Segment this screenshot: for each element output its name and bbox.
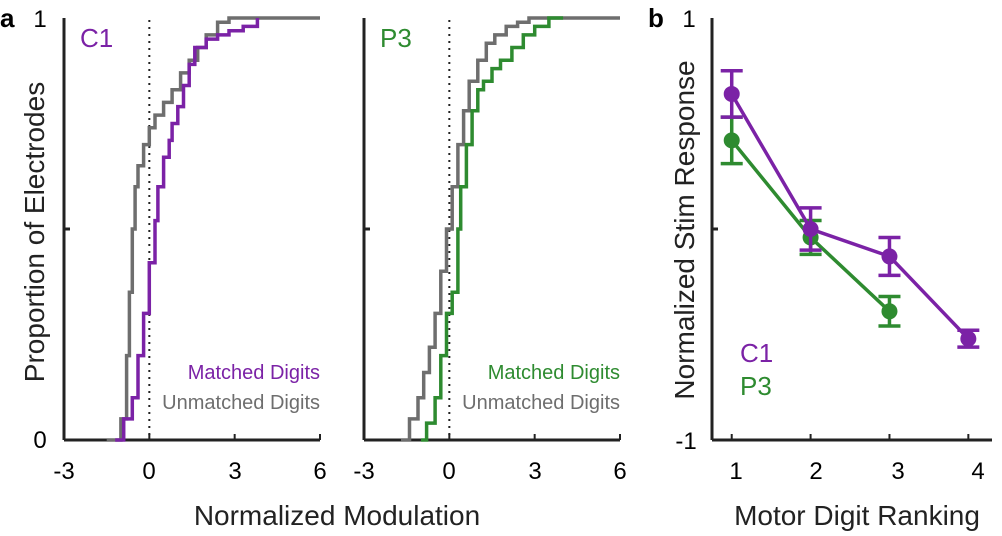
chart-b-ylabel: Normalized Stim Response	[669, 60, 700, 399]
chart-a-xlabel: Normalized Modulation	[194, 500, 480, 531]
chart-b-legend-p3: P3	[740, 371, 772, 401]
chart-b-ytick-1: 1	[682, 6, 695, 33]
chart-b-xtick-4: 4	[971, 458, 984, 485]
chart-c1-xtick-2: 3	[228, 458, 241, 485]
chart-c1-ytick-1: 1	[33, 6, 46, 33]
chart-b-ytick-0: -1	[675, 428, 696, 455]
chart-c1-xtick-0: -3	[53, 458, 74, 485]
chart-p3-legend-matched: Matched Digits	[488, 362, 620, 384]
chart-b-point-c1-4	[960, 330, 977, 347]
chart-c1: C1 Matched Digits Unmatched Digits 1 0 -…	[19, 6, 327, 485]
chart-b-xlabel: Motor Digit Ranking	[734, 500, 980, 531]
chart-b-xtick-3: 3	[891, 458, 904, 485]
chart-p3-subject-label: P3	[380, 23, 412, 53]
chart-c1-legend-matched: Matched Digits	[188, 362, 320, 384]
chart-p3-xtick-1: 0	[442, 458, 455, 485]
chart-b-xtick-1: 1	[729, 458, 742, 485]
chart-c1-xtick-1: 0	[142, 458, 155, 485]
chart-c1-series-matched	[115, 18, 260, 442]
chart-c1-xtick-3: 6	[313, 458, 326, 485]
chart-b-point-c1-3	[881, 248, 898, 265]
chart-b-point-p3-3	[881, 303, 898, 320]
chart-b-point-c1-1	[723, 85, 740, 102]
chart-b-xtick-2: 2	[809, 458, 822, 485]
chart-b-line-c1	[730, 93, 970, 340]
chart-p3-xtick-0: -3	[353, 458, 374, 485]
chart-p3-series-matched	[420, 16, 564, 442]
chart-c1-series-unmatched	[106, 16, 320, 442]
chart-p3: P3 Matched Digits Unmatched Digits -3 0 …	[353, 16, 627, 485]
chart-stim-response: 1 -1 1 2 3 4 Normalized Stim Response Mo…	[669, 6, 992, 531]
chart-p3-legend-unmatched: Unmatched Digits	[462, 392, 620, 414]
panel-label-b: b	[648, 3, 664, 33]
chart-c1-legend-unmatched: Unmatched Digits	[162, 392, 320, 414]
chart-b-legend-c1: C1	[740, 338, 773, 368]
panel-label-a: a	[0, 3, 15, 33]
chart-p3-xtick-2: 3	[528, 458, 541, 485]
chart-p3-series-unmatched	[401, 16, 620, 442]
chart-b-point-c1-2	[802, 221, 819, 237]
chart-c1-ytick-0: 0	[33, 427, 46, 454]
chart-p3-xtick-3: 6	[613, 458, 626, 485]
chart-c1-ylabel: Proportion of Electrodes	[19, 82, 50, 382]
chart-c1-subject-label: C1	[80, 23, 113, 53]
chart-b-point-p3-1	[723, 132, 740, 149]
